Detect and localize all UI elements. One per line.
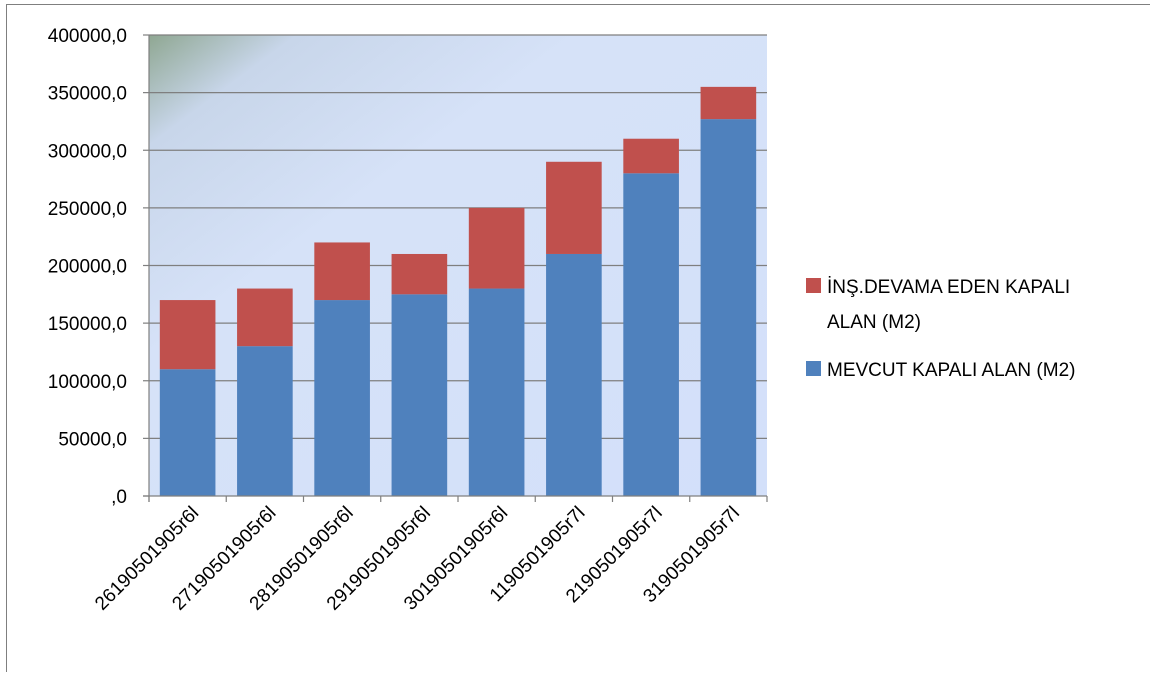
bar-insaat-2	[314, 242, 370, 301]
bar-insaat-4	[468, 207, 525, 289]
legend-label-0-line-1: ALAN (M2)	[827, 312, 921, 333]
y-axis-tick-labels: ,0 50000,0 100000,0 150000,0 200000,0 250000,…	[48, 26, 127, 508]
x-axis-tick-labels: 26190501905r6l27190501905r6l28190501905r…	[91, 503, 744, 615]
legend-swatch-1	[806, 361, 821, 376]
y-tick-label-6: 300000,0	[48, 141, 127, 162]
bar-insaat-3	[391, 253, 448, 295]
bar-mevcut-7	[700, 119, 757, 496]
bar-mevcut-3	[391, 294, 448, 496]
bar-mevcut-1	[237, 346, 293, 496]
bar-insaat-6	[623, 138, 679, 174]
bar-insaat-1	[237, 288, 293, 347]
legend-swatch-0	[806, 278, 821, 293]
y-tick-label-8: 400000,0	[48, 26, 127, 47]
bars	[159, 86, 757, 497]
legend-label-0-line-0: İNŞ.DEVAMA EDEN KAPALI	[827, 277, 1070, 298]
bar-mevcut-0	[159, 369, 216, 496]
axes	[143, 34, 768, 502]
bar-mevcut-5	[546, 253, 602, 496]
y-tick-label-2: 100000,0	[48, 372, 127, 393]
bar-insaat-0	[159, 300, 216, 370]
y-tick-label-7: 350000,0	[48, 84, 127, 105]
legend-label-1-line-0: MEVCUT KAPALI ALAN (M2)	[827, 360, 1075, 381]
y-tick-label-0: ,0	[111, 487, 127, 508]
bar-mevcut-4	[468, 288, 525, 496]
legend: İNŞ.DEVAMA EDEN KAPALI ALAN (M2) MEVCUT KA…	[806, 277, 1075, 381]
y-tick-label-5: 250000,0	[48, 199, 127, 220]
y-tick-label-3: 150000,0	[48, 314, 127, 335]
y-tick-label-4: 200000,0	[48, 257, 127, 278]
bar-insaat-5	[546, 161, 602, 254]
bar-mevcut-6	[623, 173, 679, 497]
chart-frame	[6, 4, 1150, 672]
bar-mevcut-2	[314, 300, 370, 496]
bar-insaat-7	[700, 86, 757, 120]
y-tick-label-1: 50000,0	[58, 429, 127, 450]
